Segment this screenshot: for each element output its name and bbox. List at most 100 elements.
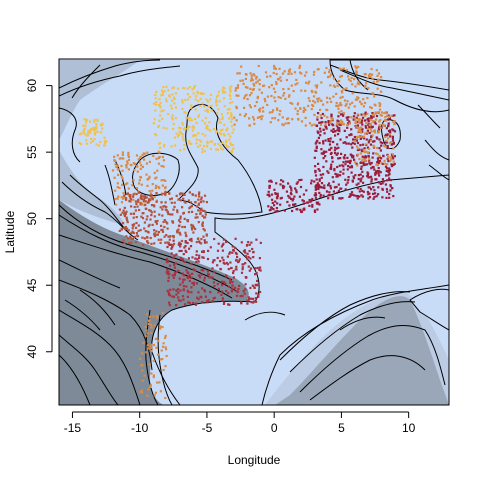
survey-point — [197, 92, 200, 95]
survey-point — [354, 98, 357, 101]
survey-point — [332, 95, 335, 98]
survey-point — [299, 107, 302, 110]
survey-point — [266, 75, 269, 78]
survey-point — [167, 89, 170, 92]
survey-point — [200, 273, 203, 276]
survey-point — [209, 246, 212, 249]
survey-point — [139, 202, 142, 205]
survey-point — [251, 88, 254, 91]
survey-point — [363, 101, 367, 105]
survey-point — [366, 146, 369, 149]
survey-point — [377, 172, 380, 175]
survey-point — [140, 197, 143, 201]
survey-point — [257, 295, 260, 298]
survey-point — [293, 71, 297, 74]
survey-point — [374, 122, 377, 125]
survey-point — [325, 160, 328, 163]
survey-point — [287, 182, 290, 185]
survey-point — [283, 70, 286, 73]
survey-point — [116, 197, 119, 200]
survey-point — [164, 365, 167, 368]
survey-point — [357, 80, 360, 83]
survey-point — [194, 95, 198, 98]
survey-point — [230, 85, 233, 88]
survey-point — [279, 109, 282, 113]
survey-point — [171, 114, 174, 117]
survey-point — [167, 276, 170, 279]
survey-point — [221, 299, 224, 302]
survey-point — [182, 298, 185, 301]
survey-point — [236, 84, 240, 87]
survey-point — [135, 240, 138, 244]
survey-point — [336, 143, 339, 146]
survey-point — [371, 134, 374, 137]
survey-point — [193, 281, 196, 284]
survey-point — [169, 288, 172, 291]
survey-point — [167, 212, 170, 216]
survey-point — [118, 229, 121, 232]
survey-point — [158, 119, 161, 122]
survey-point — [352, 175, 355, 178]
survey-point — [171, 99, 174, 102]
survey-point — [291, 199, 294, 202]
survey-point — [95, 125, 98, 128]
survey-point — [348, 120, 351, 123]
survey-point — [255, 272, 258, 275]
survey-point — [177, 288, 180, 291]
survey-point — [170, 247, 173, 250]
survey-point — [234, 268, 237, 271]
survey-point — [257, 64, 260, 68]
survey-point — [268, 86, 271, 89]
survey-point — [295, 191, 298, 194]
survey-point — [246, 299, 249, 302]
survey-point — [319, 193, 322, 197]
survey-point — [201, 224, 204, 227]
survey-point — [200, 268, 203, 272]
survey-point — [229, 280, 232, 283]
survey-point — [160, 164, 163, 168]
survey-point — [317, 162, 320, 165]
survey-point — [361, 128, 364, 131]
survey-point — [135, 154, 139, 157]
survey-point — [357, 174, 360, 177]
survey-point — [223, 134, 226, 137]
survey-point — [208, 121, 211, 124]
survey-point — [219, 144, 222, 147]
survey-point — [226, 108, 229, 111]
survey-point — [374, 112, 377, 115]
survey-point — [355, 145, 358, 148]
survey-point — [219, 267, 222, 271]
survey-point — [258, 78, 261, 81]
survey-point — [355, 70, 358, 73]
survey-point — [159, 390, 162, 393]
survey-point — [362, 149, 365, 152]
survey-point — [141, 165, 144, 169]
survey-point — [111, 169, 115, 172]
survey-point — [187, 301, 190, 304]
survey-point — [239, 113, 242, 116]
survey-point — [170, 145, 173, 148]
survey-point — [340, 104, 343, 107]
survey-point — [198, 256, 201, 260]
survey-point — [347, 75, 350, 78]
survey-point — [182, 253, 185, 256]
survey-point — [370, 167, 373, 170]
survey-point — [132, 193, 135, 196]
survey-point — [248, 243, 251, 246]
survey-point — [154, 103, 157, 106]
survey-point — [178, 277, 181, 280]
survey-point — [225, 240, 228, 244]
survey-point — [147, 388, 150, 391]
survey-point — [195, 250, 198, 253]
survey-point — [318, 203, 321, 206]
survey-point — [142, 195, 145, 198]
survey-point — [340, 68, 343, 71]
survey-point — [327, 138, 330, 141]
survey-point — [176, 87, 180, 90]
survey-point — [194, 303, 197, 306]
survey-point — [347, 78, 351, 81]
survey-point — [313, 156, 316, 159]
survey-point — [334, 172, 337, 175]
survey-point — [373, 140, 376, 143]
survey-point — [279, 76, 282, 79]
